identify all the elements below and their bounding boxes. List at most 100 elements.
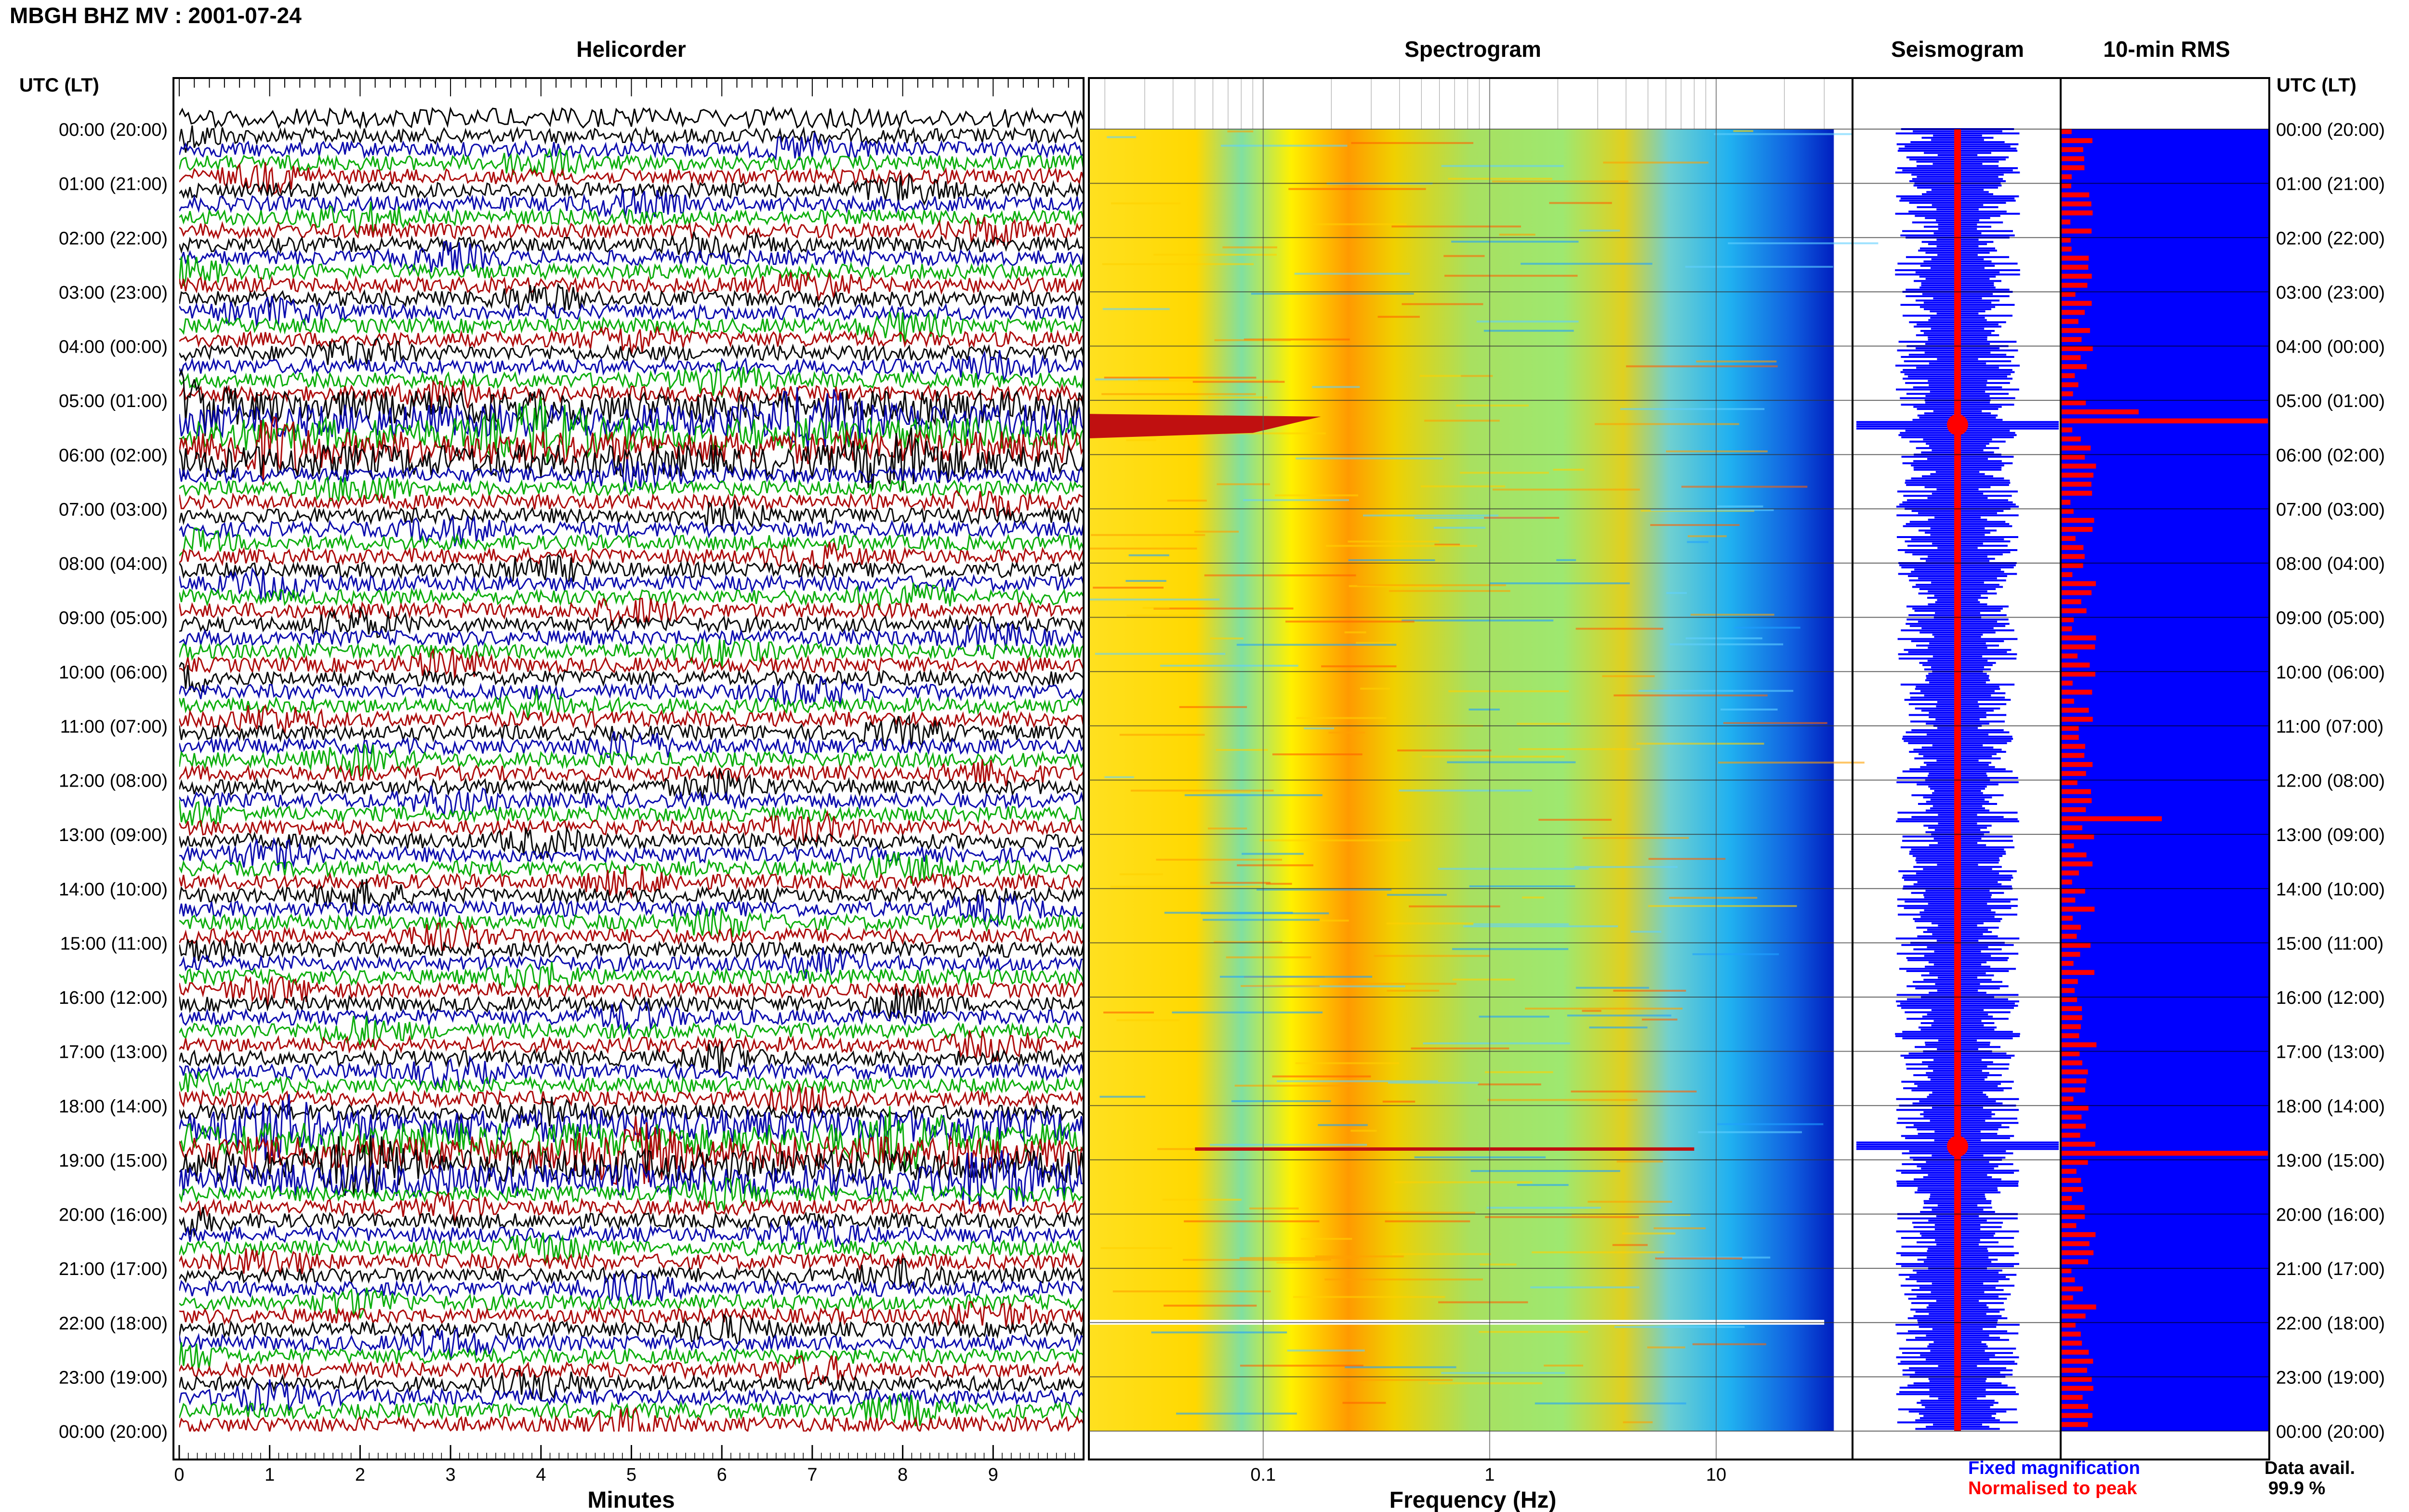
spectrogram-stripe bbox=[1091, 534, 1205, 536]
rms-bar bbox=[2061, 1214, 2085, 1219]
spectrogram-stripe bbox=[1385, 1220, 1470, 1223]
helicorder-trace bbox=[179, 162, 1084, 195]
rms-bar bbox=[2061, 1087, 2085, 1092]
rms-bar bbox=[2061, 1394, 2083, 1400]
rms-bar bbox=[2061, 1069, 2088, 1075]
rms-bar bbox=[2061, 1304, 2096, 1310]
rms-bar bbox=[2061, 807, 2086, 813]
spectrogram-stripe bbox=[1392, 1253, 1491, 1255]
time-label: 22:00 (18:00) bbox=[2276, 1314, 2385, 1334]
rms-bar bbox=[2061, 1051, 2080, 1056]
spectrogram-stripe bbox=[1288, 188, 1426, 190]
rms-bar bbox=[2061, 943, 2091, 948]
spectrogram-stripe bbox=[1276, 1262, 1315, 1264]
spectrogram-stripe bbox=[1321, 665, 1397, 668]
rms-bar bbox=[2061, 852, 2087, 857]
rms-bar bbox=[2061, 1223, 2077, 1228]
spectrogram-stripe bbox=[1236, 644, 1397, 646]
spectrogram-stripe bbox=[1112, 1290, 1271, 1292]
helicorder-trace bbox=[179, 1393, 1084, 1427]
spectrogram-stripe bbox=[1448, 178, 1552, 180]
spectrogram-stripe bbox=[1360, 687, 1390, 690]
helicorder-trace bbox=[179, 217, 1084, 246]
rms-bar bbox=[2061, 1358, 2093, 1364]
spectrogram-stripe bbox=[1315, 1255, 1404, 1258]
time-label: 09:00 (05:00) bbox=[2276, 608, 2385, 629]
rms-bar bbox=[2061, 662, 2090, 668]
helicorder-traces bbox=[179, 106, 1084, 1432]
rms-bar bbox=[2061, 364, 2087, 369]
rms-bar bbox=[2061, 1314, 2086, 1319]
rms-bar bbox=[2061, 599, 2081, 605]
spectrogram-stripe bbox=[1294, 273, 1410, 275]
rms-bar bbox=[2061, 165, 2085, 171]
time-label: 10:00 (06:00) bbox=[2276, 662, 2385, 683]
helicorder-trace bbox=[179, 1287, 1084, 1319]
time-label: 13:00 (09:00) bbox=[59, 825, 168, 845]
rms-bar bbox=[2061, 490, 2092, 496]
spectrogram-stripe bbox=[1156, 858, 1282, 861]
rms-bar bbox=[2061, 789, 2091, 794]
spectrogram-stripe bbox=[1184, 1220, 1320, 1223]
rms-bar bbox=[2061, 228, 2092, 234]
helicorder-trace bbox=[179, 188, 1084, 218]
spectrogram-stripe bbox=[1126, 439, 1156, 441]
helicorder-trace bbox=[179, 1327, 1084, 1361]
helicorder-trace bbox=[179, 1150, 1084, 1212]
minute-tick-label: 4 bbox=[536, 1465, 546, 1485]
helicorder-trace bbox=[179, 1313, 1084, 1345]
spectrogram-stripe bbox=[1544, 1365, 1583, 1367]
spectrogram-stripe bbox=[1259, 839, 1411, 841]
spectrogram-gridlines bbox=[1104, 78, 1853, 1459]
spectrogram-stripe bbox=[1219, 975, 1372, 978]
rms-bar bbox=[2061, 382, 2078, 387]
spectrogram-stripe bbox=[1423, 1042, 1570, 1045]
spectrogram-stripe bbox=[1296, 457, 1443, 460]
time-label: 19:00 (15:00) bbox=[59, 1151, 168, 1171]
rms-bar bbox=[2061, 843, 2074, 849]
rms-bar bbox=[2061, 1132, 2080, 1138]
spectrogram-stripe bbox=[1571, 1091, 1697, 1092]
spectrogram-stripe bbox=[1318, 1124, 1368, 1126]
time-label: 17:00 (13:00) bbox=[2276, 1042, 2385, 1063]
spectrogram-stripe bbox=[1594, 423, 1739, 425]
spectrogram-stripe bbox=[1182, 791, 1251, 793]
spectrogram-stripe bbox=[1448, 690, 1569, 693]
rms-bar bbox=[2061, 1250, 2094, 1255]
spectrogram-stripe bbox=[1487, 1099, 1638, 1101]
spectrogram-stripe bbox=[1102, 308, 1170, 310]
spectrogram-stripe bbox=[1151, 1331, 1287, 1334]
legend-fixed-magnification: Fixed magnification bbox=[1968, 1458, 2140, 1478]
spectrogram-stripe bbox=[1130, 789, 1274, 792]
rms-bar bbox=[2061, 518, 2094, 523]
seismogram-peak-marker bbox=[1947, 1135, 1968, 1157]
spectrogram-stripe bbox=[1386, 922, 1474, 925]
spectrogram-stripe bbox=[1614, 694, 1768, 697]
time-label: 21:00 (17:00) bbox=[2276, 1259, 2385, 1279]
spectrogram-stripe bbox=[1217, 483, 1270, 486]
time-label: 06:00 (02:00) bbox=[59, 446, 168, 466]
rms-bar bbox=[2061, 816, 2162, 821]
helicorder-trace bbox=[179, 1116, 1084, 1185]
spectrogram-stripe bbox=[1419, 375, 1461, 377]
helicorder-trace bbox=[179, 125, 1084, 153]
spectrogram-stripe bbox=[1221, 145, 1348, 147]
helicorder-trace bbox=[179, 296, 1084, 327]
spectrogram-stripe bbox=[1249, 1207, 1299, 1210]
time-label: 06:00 (02:00) bbox=[2276, 446, 2385, 466]
time-label: 02:00 (22:00) bbox=[2276, 228, 2385, 249]
spectrogram-stripe bbox=[1257, 888, 1392, 891]
minutes-axis-label: Minutes bbox=[587, 1487, 675, 1512]
spectrogram-stripe bbox=[1728, 242, 1879, 245]
spectrogram-stripe bbox=[1669, 896, 1758, 899]
rms-bar bbox=[2061, 1386, 2093, 1391]
rms-bar bbox=[2061, 563, 2083, 568]
minute-tick-label: 9 bbox=[988, 1465, 998, 1485]
helicorder-trace bbox=[179, 147, 1084, 177]
rms-bar bbox=[2061, 617, 2074, 622]
spectrogram-stripe bbox=[1521, 263, 1653, 265]
spectrogram-stripe bbox=[1387, 989, 1440, 992]
spectrogram-stripe bbox=[1424, 420, 1500, 422]
spectrogram-stripe bbox=[1433, 526, 1486, 529]
spectrogram-stripe bbox=[1535, 1402, 1686, 1405]
